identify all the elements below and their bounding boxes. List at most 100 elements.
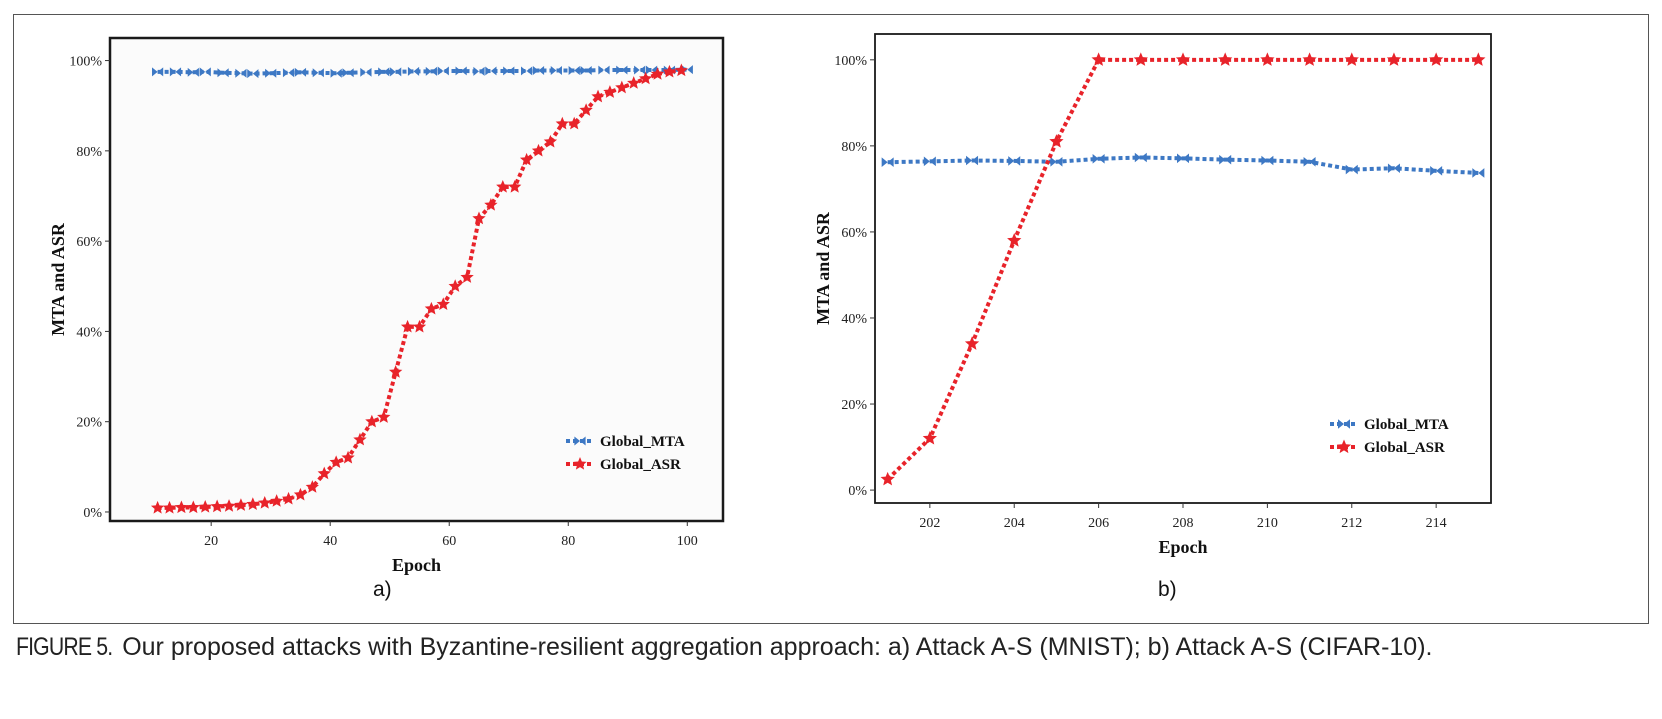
data-point [150, 500, 165, 514]
data-point [1302, 52, 1317, 66]
data-point [1344, 52, 1359, 66]
data-point [1092, 153, 1105, 164]
data-point [1387, 163, 1400, 174]
data-point [174, 500, 189, 514]
data-point [1471, 52, 1486, 66]
x-axis-label: Epoch [392, 555, 441, 575]
plot-area [874, 33, 1492, 504]
figure-frame [13, 14, 1649, 624]
data-point [1133, 52, 1148, 66]
x-tick-label: 60 [442, 534, 456, 549]
data-point [568, 66, 580, 75]
data-point [1260, 52, 1275, 66]
data-point [342, 68, 354, 78]
data-point [638, 71, 653, 85]
data-point [616, 65, 628, 75]
data-point [1050, 156, 1063, 167]
y-axis-label: MTA and ASR [48, 222, 68, 336]
data-point [353, 432, 367, 446]
data-point [282, 68, 295, 78]
data-point [293, 487, 308, 501]
data-point [198, 500, 212, 513]
data-point [519, 152, 534, 166]
data-point [662, 64, 677, 78]
data-point [580, 66, 592, 75]
data-point [1008, 156, 1021, 166]
data-point [360, 67, 372, 77]
data-point [210, 499, 224, 513]
x-tick-label: 40 [323, 534, 337, 549]
data-point [1303, 156, 1316, 167]
data-point [424, 301, 439, 315]
data-point [1175, 52, 1191, 66]
data-point [532, 66, 545, 75]
data-point [579, 103, 593, 116]
data-point [390, 67, 402, 77]
data-point [1430, 166, 1443, 176]
legend-marker [573, 457, 587, 470]
data-point [460, 270, 474, 283]
legend-entry: Global_MTA [1364, 417, 1449, 433]
data-point [964, 336, 980, 350]
data-point [400, 319, 415, 333]
series-Global_ASR [150, 63, 688, 514]
data-point [922, 430, 937, 445]
data-point [407, 66, 420, 76]
data-point [235, 68, 247, 78]
data-point [187, 67, 199, 77]
y-tick-label: 20% [76, 416, 102, 431]
data-point [966, 155, 979, 166]
data-point [531, 143, 546, 157]
y-tick-label: 100% [834, 54, 867, 69]
legend-marker [1338, 419, 1350, 429]
data-point [247, 69, 259, 79]
y-tick-label: 0% [848, 484, 867, 499]
data-point [550, 66, 562, 75]
x-tick-label: 206 [1088, 516, 1109, 531]
x-tick-label: 210 [1257, 516, 1278, 531]
y-tick-label: 20% [841, 398, 867, 413]
data-point [437, 66, 449, 76]
data-point [508, 179, 522, 193]
data-point [503, 66, 515, 76]
panel-label-a: a) [373, 578, 392, 601]
data-point [880, 471, 895, 486]
legend-entry: Global_ASR [600, 457, 681, 473]
legend: Global_MTA Global_ASR [1330, 417, 1449, 456]
legend-marker [574, 436, 586, 446]
x-tick-label: 20 [204, 534, 218, 549]
x-axis-label: Epoch [1158, 537, 1207, 557]
data-point [645, 65, 658, 75]
data-point [627, 76, 641, 89]
series-Global_MTA [881, 152, 1485, 178]
data-point [496, 179, 510, 193]
caption-text: Our proposed attacks with Byzantine-resi… [122, 633, 1433, 661]
data-point [555, 116, 569, 130]
data-point [448, 279, 462, 292]
legend: Global_MTA Global_ASR [566, 434, 685, 473]
data-point [1218, 52, 1233, 66]
data-point [169, 67, 182, 77]
legend-marker [1336, 439, 1352, 454]
x-tick-label: 204 [1004, 516, 1025, 531]
x-tick-label: 214 [1426, 516, 1447, 531]
data-point [485, 66, 497, 76]
data-point [603, 85, 617, 98]
data-point [1177, 153, 1189, 164]
data-point [521, 66, 533, 76]
data-point [650, 67, 665, 80]
data-point [199, 67, 211, 77]
x-tick-label: 212 [1341, 516, 1362, 531]
data-point [312, 68, 324, 78]
data-point [305, 480, 320, 493]
data-point [330, 68, 342, 78]
data-point [543, 134, 558, 148]
data-point [1472, 168, 1485, 178]
data-point [472, 211, 486, 225]
y-axis-label: MTA and ASR [813, 211, 833, 325]
data-point [1386, 52, 1402, 66]
data-point [152, 67, 164, 77]
y-tick-label: 0% [83, 506, 102, 521]
